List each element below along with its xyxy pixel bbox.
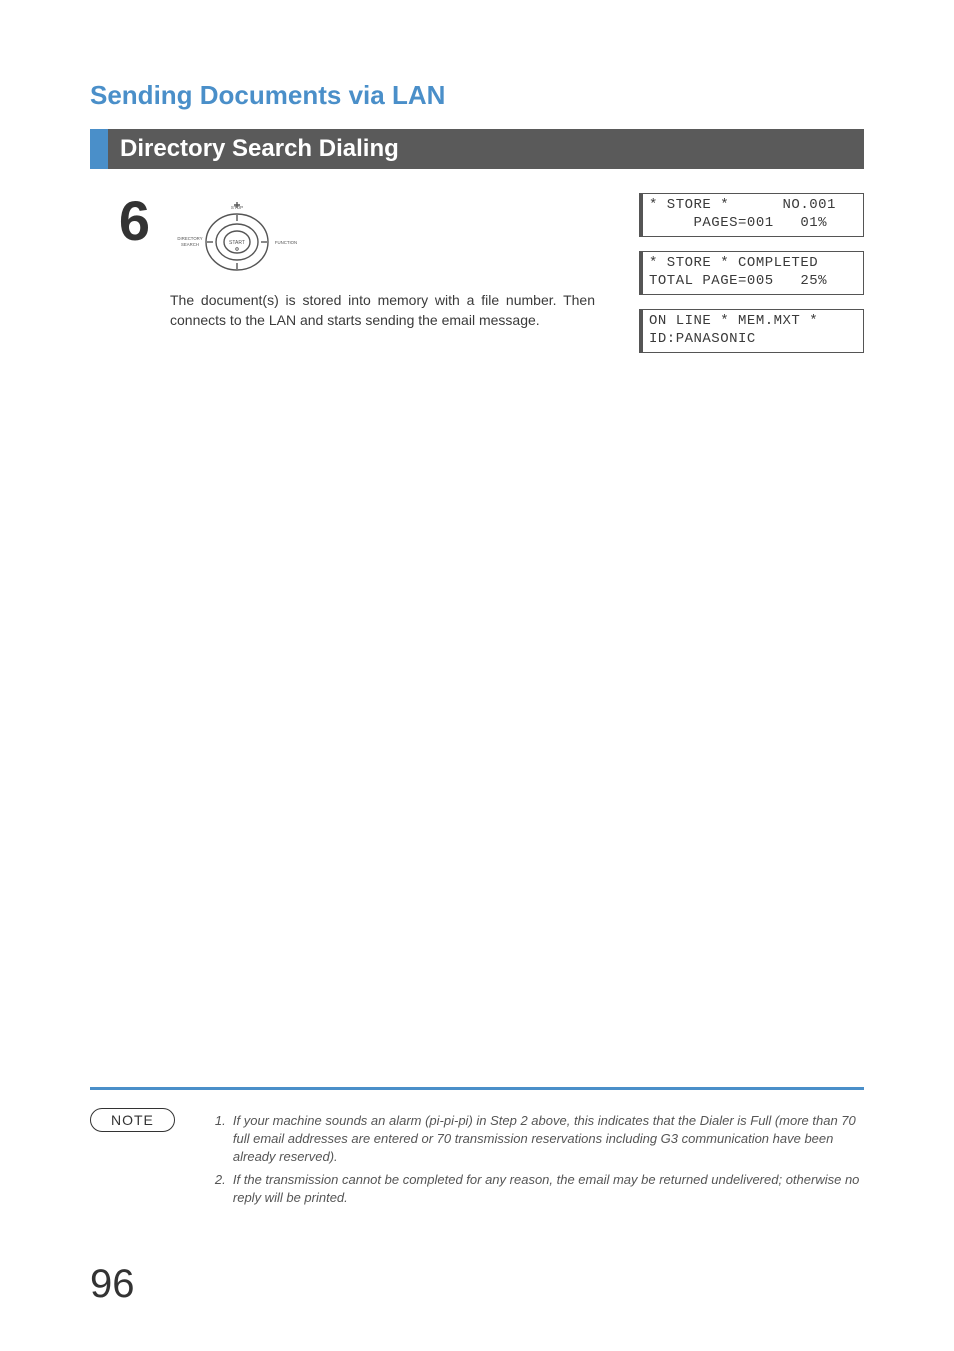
lcd-display-1: * STORE * NO.001 PAGES=001 01% <box>639 193 864 237</box>
step-content: START STOP DIRECTORY SEARCH FUNCTION The… <box>170 193 595 331</box>
note-item-number: 1. <box>215 1112 233 1167</box>
note-block: NOTE 1. If your machine sounds an alarm … <box>90 1087 864 1211</box>
dial-control-diagram: START STOP DIRECTORY SEARCH FUNCTION <box>162 197 312 282</box>
dial-right-label: FUNCTION <box>275 240 297 245</box>
step-number: 6 <box>90 193 150 249</box>
note-item-1: 1. If your machine sounds an alarm (pi-p… <box>215 1112 864 1167</box>
page-number: 96 <box>90 1262 135 1307</box>
note-item-2: 2. If the transmission cannot be complet… <box>215 1171 864 1207</box>
lcd-display-column: * STORE * NO.001 PAGES=001 01% * STORE *… <box>639 193 864 353</box>
step-row: 6 START <box>90 193 864 353</box>
note-row: NOTE 1. If your machine sounds an alarm … <box>90 1108 864 1211</box>
step-description: The document(s) is stored into memory wi… <box>170 290 595 331</box>
note-item-number: 2. <box>215 1171 233 1207</box>
lcd-display-3: ON LINE * MEM.MXT * ID:PANASONIC <box>639 309 864 353</box>
note-divider <box>90 1087 864 1090</box>
note-item-text: If the transmission cannot be completed … <box>233 1171 864 1207</box>
page-title: Sending Documents via LAN <box>90 80 864 111</box>
dial-top-label: STOP <box>231 205 243 210</box>
section-heading-accent <box>90 129 108 169</box>
note-badge: NOTE <box>90 1108 175 1132</box>
step-left-column: 6 START <box>90 193 619 331</box>
section-heading-title: Directory Search Dialing <box>120 135 399 163</box>
dial-center-label: START <box>229 240 245 246</box>
lcd-display-2: * STORE * COMPLETED TOTAL PAGE=005 25% <box>639 251 864 295</box>
dial-left-label-1: DIRECTORY <box>177 236 202 241</box>
note-item-text: If your machine sounds an alarm (pi-pi-p… <box>233 1112 864 1167</box>
section-heading-bg: Directory Search Dialing <box>108 129 864 169</box>
section-heading-bar: Directory Search Dialing <box>90 129 864 169</box>
dial-left-label-2: SEARCH <box>181 242 199 247</box>
manual-page: Sending Documents via LAN Directory Sear… <box>0 0 954 1351</box>
note-list: 1. If your machine sounds an alarm (pi-p… <box>215 1108 864 1211</box>
